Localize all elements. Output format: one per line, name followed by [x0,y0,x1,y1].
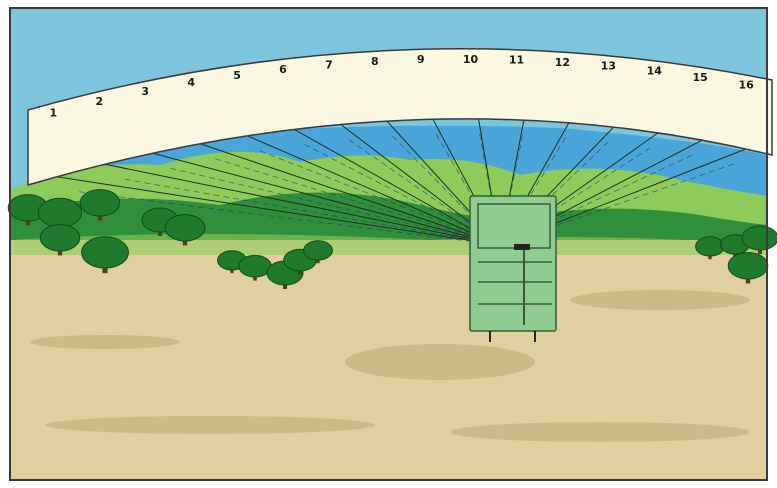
sector-label-13: 13 [601,60,616,73]
sector-line-5-dashed [259,150,501,246]
sector-label-15: 15 [693,71,708,84]
sector-label-14: 14 [647,65,663,78]
tree-left-4 [39,224,81,256]
sector-panel [27,48,773,187]
sector-line-15-dashed [499,154,693,246]
sector-label-9: 9 [417,53,425,66]
sector-label-4: 4 [187,76,195,89]
sector-label-8: 8 [371,55,379,68]
ground-shadows [30,290,750,442]
tree-left-12 [303,240,333,264]
sector-label-11: 11 [509,54,524,67]
sector-label-7: 7 [325,58,333,71]
trees-right [695,225,777,284]
sector-line-1-dashed [79,191,501,246]
sector-line-5 [247,135,501,246]
sector-line-3 [152,152,501,246]
tree-left-7 [164,214,206,246]
sector-line-9-dashed [435,134,501,246]
sector-line-3-dashed [170,167,501,246]
ground-horizon [10,234,767,255]
sector-line-2-dashed [124,178,501,246]
tree-right-3 [741,225,777,254]
sector-label-16: 16 [738,79,754,92]
sector-line-4 [200,143,501,246]
sector-line-6 [293,128,501,246]
tree-left-5 [81,236,129,274]
tree-left-3 [79,189,121,221]
image-border [9,7,768,481]
sector-label-1: 1 [50,106,58,119]
sector-line-2 [104,163,501,246]
sector-label-5: 5 [233,69,241,82]
sector-line-1 [56,176,501,246]
sector-label-3: 3 [141,85,149,98]
sector-label-12: 12 [555,56,570,69]
sector-label-10: 10 [463,53,479,66]
sector-line-8-dashed [392,135,501,246]
trees-left [7,189,333,289]
tree-left-9 [238,254,272,281]
tree-left-1 [7,194,49,226]
sector-line-16-dashed [499,163,734,246]
observation-building [469,195,557,342]
sector-label-2: 2 [95,95,103,108]
sector-label-6: 6 [279,63,287,76]
sector-line-6-dashed [304,144,501,246]
